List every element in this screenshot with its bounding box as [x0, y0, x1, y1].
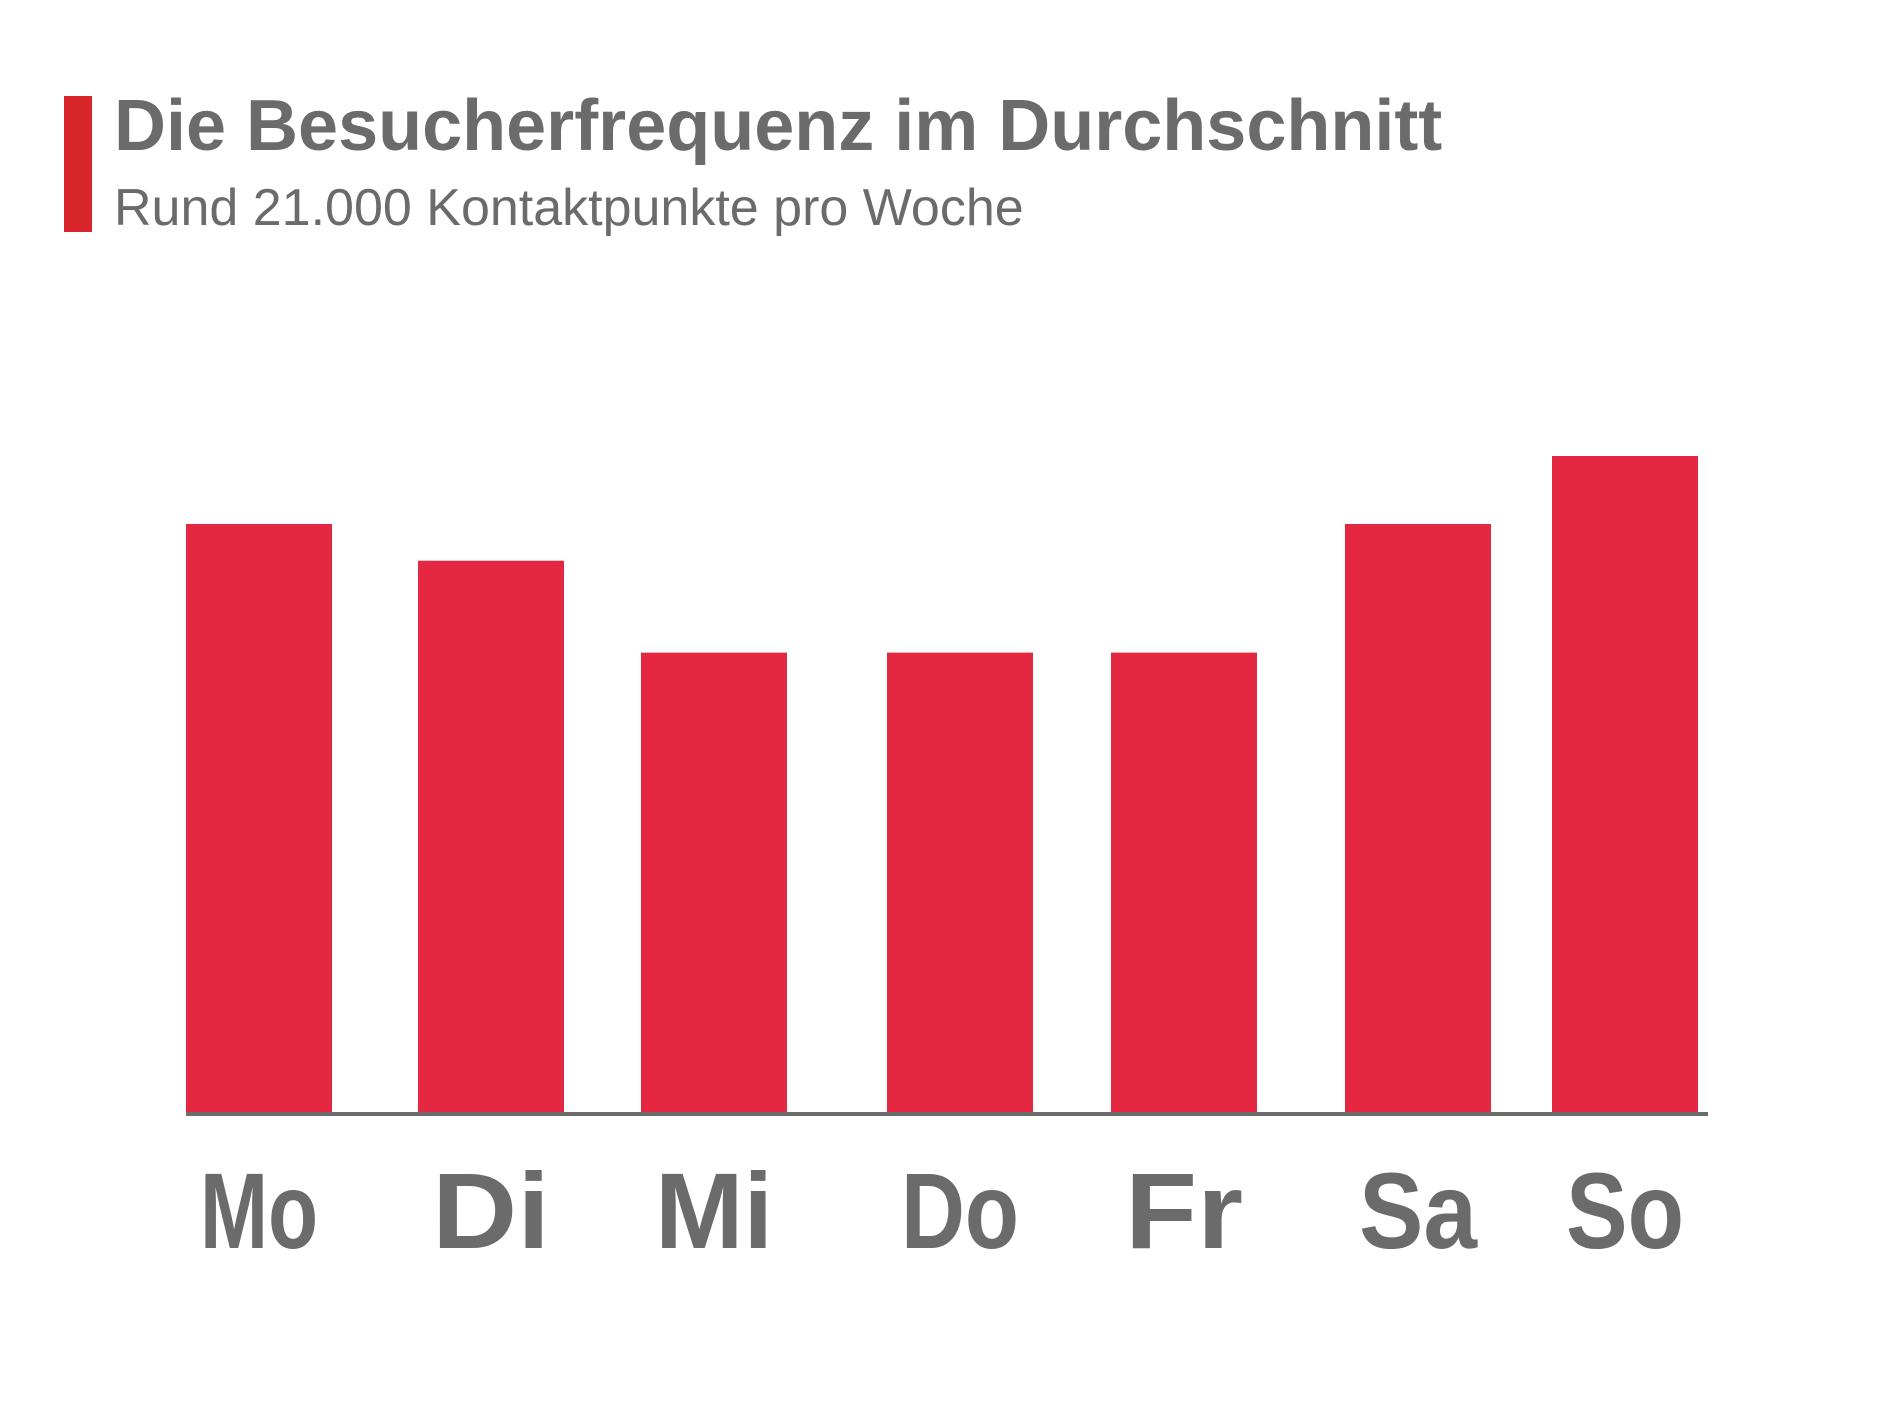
x-tick-label-mo: Mo	[200, 1150, 318, 1271]
chart-title: Die Besucherfrequenz im Durchschnitt	[114, 86, 1443, 166]
x-tick-label-mi: Mi	[655, 1150, 773, 1271]
x-tick-label-di: Di	[432, 1150, 550, 1271]
bar-sa	[1345, 523, 1491, 1112]
bar-di	[418, 560, 564, 1112]
chart-subtitle: Rund 21.000 Kontaktpunkte pro Woche	[114, 179, 1024, 237]
x-tick-label-so: So	[1566, 1150, 1684, 1271]
bar-do	[887, 652, 1033, 1112]
bar-mo	[186, 523, 332, 1112]
x-tick-label-sa: Sa	[1359, 1150, 1478, 1271]
x-tick-label-fr: Fr	[1125, 1150, 1243, 1271]
x-tick-label-do: Do	[901, 1150, 1019, 1271]
bar-fr	[1111, 652, 1257, 1112]
bar-so	[1552, 456, 1698, 1112]
title-accent-bar	[64, 96, 92, 232]
bar-mi	[641, 652, 787, 1112]
